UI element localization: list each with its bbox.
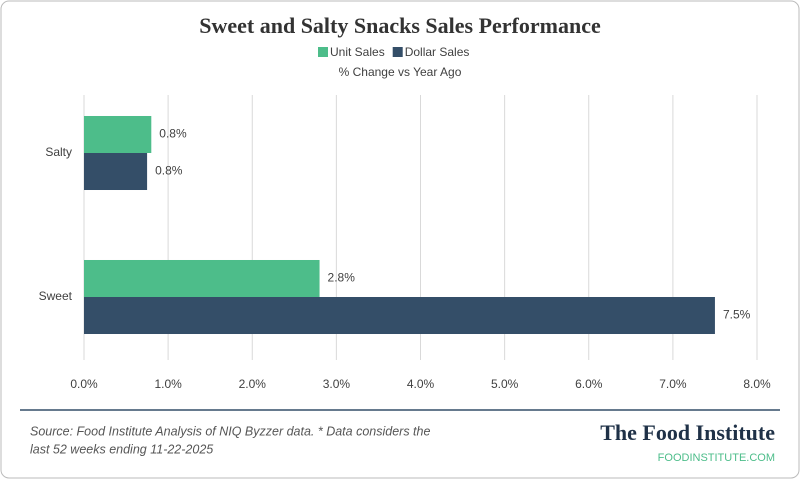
x-tick-label: 2.0% [239,377,267,391]
value-label: 7.5% [723,308,751,322]
source: Source: Food Institute Analysis of NIQ B… [30,424,430,438]
value-label: 2.8% [328,271,356,285]
x-tick-label: 5.0% [491,377,519,391]
bar [84,297,715,335]
source: last 52 weeks ending 11-22-2025 [30,442,213,456]
x-tick-label: 1.0% [154,377,182,391]
chart-title: Sweet and Salty Snacks Sales Performance [199,13,601,38]
bar [84,115,152,153]
x-tick-label: 7.0% [659,377,687,391]
brand: The Food Institute [600,420,775,445]
legend-label: Dollar Sales [405,45,470,59]
legend-swatch [318,47,328,57]
x-tick-label: 4.0% [407,377,435,391]
bar [84,153,148,191]
value-label: 0.8% [159,127,187,141]
y-tick-label: Salty [45,145,72,159]
y-tick-label: Sweet [39,289,73,303]
value-label: 0.8% [155,164,183,178]
brand-url: FOODINSTITUTE.COM [658,452,775,464]
x-tick-label: 6.0% [575,377,603,391]
bar [84,259,320,297]
legend-label: Unit Sales [330,45,385,59]
x-tick-label: 8.0% [743,377,771,391]
subtitle: % Change vs Year Ago [339,65,462,79]
legend-swatch [392,47,403,57]
x-tick-label: 3.0% [323,377,351,391]
x-tick-label: 0.0% [70,377,98,391]
